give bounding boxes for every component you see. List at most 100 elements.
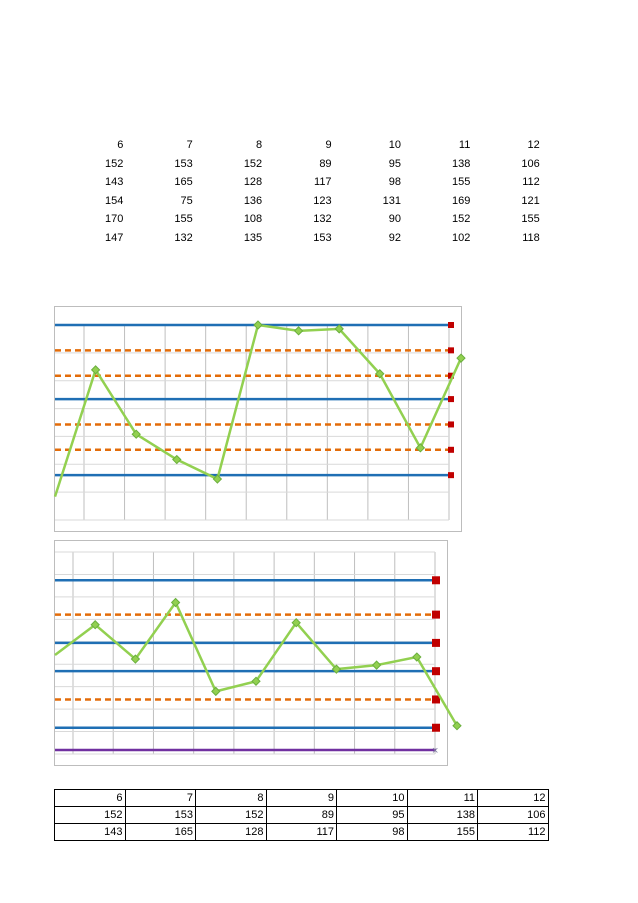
top-table-cell: 106 [521, 157, 540, 170]
limit-end-marker [448, 421, 454, 428]
limit-end-marker [432, 695, 440, 704]
bottom-table-cell: 165 [124, 823, 196, 841]
limit-end-marker [448, 472, 454, 479]
top-table-cell: 152 [243, 157, 263, 170]
bottom-table-cell: 89 [265, 806, 337, 824]
top-table-cell: 152 [105, 157, 124, 170]
top-table-cell: 7 [186, 139, 193, 151]
top-table-cell: 9 [325, 139, 332, 151]
bottom-table-cell: 152 [195, 806, 267, 824]
data-point [90, 620, 100, 630]
top-table-cell: 121 [521, 194, 540, 207]
data-point [452, 721, 462, 731]
bottom-table-cell: 10 [336, 789, 408, 807]
limit-end-marker [432, 610, 440, 619]
baseline-end-marker: × [432, 745, 438, 757]
top-table-row: 152 153 152 89 95 138 106 [54, 155, 540, 174]
data-point [211, 686, 221, 697]
chart-2-frame: × [54, 540, 462, 766]
bottom-table-cell: 95 [336, 806, 408, 824]
limit-end-marker [448, 396, 454, 403]
bottom-table-cell: 8 [195, 789, 267, 807]
top-table-cell: 108 [243, 213, 263, 226]
top-table-row: 147 132 135 153 92 102 118 [54, 229, 540, 248]
limit-end-marker [432, 638, 440, 647]
bottom-table-cell: 152 [54, 806, 126, 824]
top-table-cell: 102 [451, 231, 471, 244]
data-point [131, 429, 141, 439]
data-point [212, 474, 223, 484]
data-point [375, 369, 385, 379]
top-table-cell: 89 [319, 157, 332, 170]
data-point [415, 443, 426, 453]
top-table-cell: 154 [105, 194, 124, 207]
top-data-table: 6 7 8 9 10 11 12 152 153 152 89 95 138 106 143 165 128 11… [54, 136, 540, 248]
top-table-cell: 136 [243, 194, 263, 207]
top-table-cell: 153 [313, 231, 332, 244]
top-table-cell: 118 [522, 231, 540, 244]
top-table-cell: 147 [105, 231, 124, 244]
data-point [253, 320, 263, 330]
top-table-cell: 143 [105, 176, 124, 189]
top-table-cell: 165 [174, 176, 193, 189]
top-table-cell: 132 [174, 231, 193, 244]
top-table-cell: 8 [256, 139, 263, 151]
bottom-table-cell: 12 [477, 789, 549, 807]
top-table-cell: 98 [388, 176, 401, 189]
limit-end-marker [432, 667, 440, 676]
bottom-table-cell: 153 [124, 806, 196, 824]
top-table-cell: 138 [451, 157, 471, 170]
top-table-cell: 90 [388, 213, 401, 226]
top-table-row: 154 75 136 123 131 169 121 [54, 192, 540, 211]
bottom-table-row: 143 165 128 117 98 155 112 [54, 823, 549, 841]
bottom-table-cell: 7 [124, 789, 196, 807]
top-table-cell: 95 [388, 157, 401, 170]
bottom-data-table: 6 7 8 9 10 11 12 152 153 152 89 95 138 106 143 165 128 11… [54, 789, 549, 841]
data-point [291, 617, 301, 628]
chart-1-frame [53, 306, 466, 532]
data-point [130, 654, 141, 664]
top-table-cell: 155 [521, 213, 540, 226]
bottom-table-cell: 9 [265, 789, 337, 807]
limit-end-marker [448, 322, 454, 328]
data-point [331, 664, 342, 674]
bottom-table-cell: 128 [195, 823, 267, 841]
limit-end-marker [448, 372, 454, 379]
limit-end-marker [432, 576, 440, 585]
data-point [456, 353, 466, 363]
data-point [172, 454, 182, 465]
chart-2-plot: × [54, 551, 462, 757]
bottom-table-cell: 138 [406, 806, 478, 824]
bottom-table-cell: 106 [477, 806, 549, 824]
data-point [334, 324, 344, 334]
top-table-cell: 92 [388, 231, 401, 244]
top-table-row: 143 165 128 117 98 155 112 [54, 173, 540, 192]
top-table-row: 6 7 8 9 10 11 12 [54, 136, 540, 155]
bottom-table-cell: 6 [54, 789, 126, 807]
top-table-cell: 152 [451, 213, 471, 226]
top-table-cell: 112 [522, 176, 540, 189]
top-table-cell: 6 [117, 139, 124, 151]
data-point [251, 676, 261, 686]
top-table-cell: 155 [174, 213, 193, 226]
data-point [170, 597, 181, 608]
bottom-table-row: 152 153 152 89 95 138 106 [54, 806, 549, 824]
top-table-cell: 169 [451, 194, 471, 207]
data-point [90, 365, 101, 375]
top-table-cell: 12 [527, 139, 540, 151]
top-table-cell: 155 [451, 176, 471, 189]
bottom-table-cell: 143 [54, 823, 126, 841]
top-table-cell: 132 [313, 213, 332, 226]
top-table-cell: 117 [314, 176, 332, 189]
limit-end-marker [448, 446, 454, 453]
data-point [371, 660, 382, 670]
chart-1-plot [53, 320, 466, 521]
bottom-table-cell: 155 [406, 823, 478, 841]
top-table-cell: 131 [382, 194, 401, 207]
limit-end-marker [432, 723, 440, 732]
bottom-table-cell: 112 [477, 823, 549, 841]
limit-end-marker [448, 347, 454, 354]
top-table-cell: 10 [388, 139, 401, 151]
bottom-table-cell: 117 [265, 823, 337, 841]
top-table-cell: 128 [243, 176, 263, 189]
